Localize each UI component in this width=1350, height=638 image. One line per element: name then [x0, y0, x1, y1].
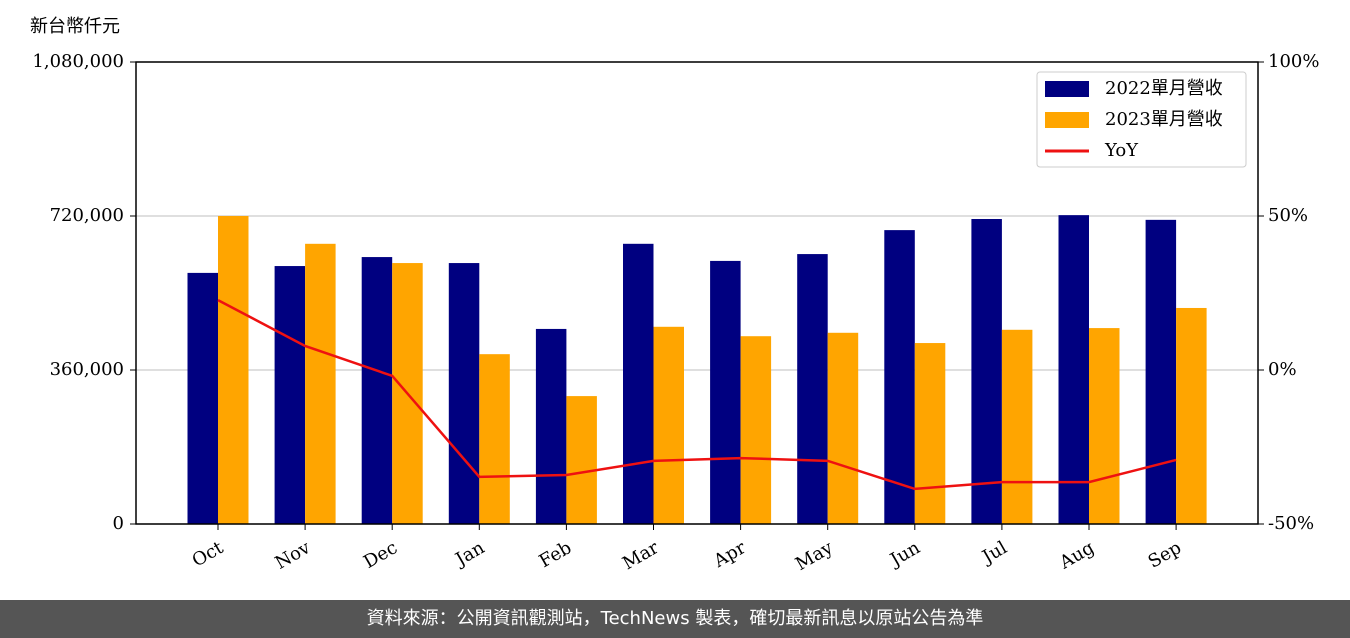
legend-swatch — [1045, 112, 1089, 128]
y-tick-label: 1,080,000 — [32, 51, 124, 72]
bar — [535, 328, 567, 524]
bar — [274, 266, 306, 524]
y2-tick-label: 100% — [1268, 51, 1319, 72]
bar — [1058, 215, 1089, 524]
y2-tick-label: 50% — [1268, 205, 1308, 226]
x-tick-label: Jan — [450, 537, 488, 571]
x-tick-label: Aug — [1055, 537, 1098, 574]
bar — [479, 354, 510, 524]
x-tick-label: Feb — [536, 537, 576, 572]
bar — [884, 230, 915, 524]
legend-label: YoY — [1104, 140, 1139, 161]
x-tick-label: Oct — [189, 537, 228, 572]
bar — [1145, 219, 1177, 524]
chart: 新台幣仟元 0 360,000 720,000 1,080,000 -50% 0% 50% 1… — [30, 16, 1319, 575]
plot-frame — [135, 61, 1259, 525]
bar — [797, 254, 828, 525]
y2-tick-label: -50% — [1268, 513, 1314, 534]
x-tick-label: Nov — [272, 537, 315, 574]
bar — [1176, 307, 1207, 524]
x-tick-label: Jul — [977, 537, 1011, 569]
bar — [623, 243, 654, 525]
bar — [361, 257, 393, 524]
x-tick-label: Sep — [1145, 537, 1185, 572]
legend-box — [1036, 71, 1247, 168]
bar — [971, 218, 1002, 524]
bar — [187, 272, 218, 524]
y-axis-title: 新台幣仟元 — [30, 16, 120, 37]
bar — [1089, 328, 1120, 524]
bar — [653, 326, 684, 524]
legend-label: 2023單月營收 — [1105, 109, 1223, 130]
bar — [305, 243, 336, 525]
bar — [566, 396, 597, 524]
bar — [448, 263, 480, 524]
y2-tick-label: 0% — [1268, 359, 1297, 380]
footer: 資料來源：公開資訊觀測站，TechNews 製表，確切最新訊息以原站公告為準 — [0, 600, 1350, 638]
y-tick-label: 360,000 — [50, 359, 124, 380]
legend-swatch — [1045, 81, 1089, 97]
bar — [1001, 329, 1033, 524]
legend-label: 2022單月營收 — [1105, 78, 1223, 99]
bar — [218, 216, 249, 524]
bar — [740, 336, 772, 524]
x-tick-label: May — [792, 537, 837, 575]
bar — [710, 260, 741, 524]
bar — [827, 332, 859, 524]
y-tick-label: 720,000 — [50, 205, 124, 226]
bar — [914, 343, 946, 524]
y-tick-label: 0 — [113, 513, 124, 534]
x-tick-label: Jun — [885, 537, 924, 572]
x-tick-label: Dec — [360, 537, 401, 573]
x-tick-label: Apr — [709, 537, 749, 572]
yoy-line — [217, 298, 1177, 491]
x-tick-label: Mar — [619, 537, 663, 574]
